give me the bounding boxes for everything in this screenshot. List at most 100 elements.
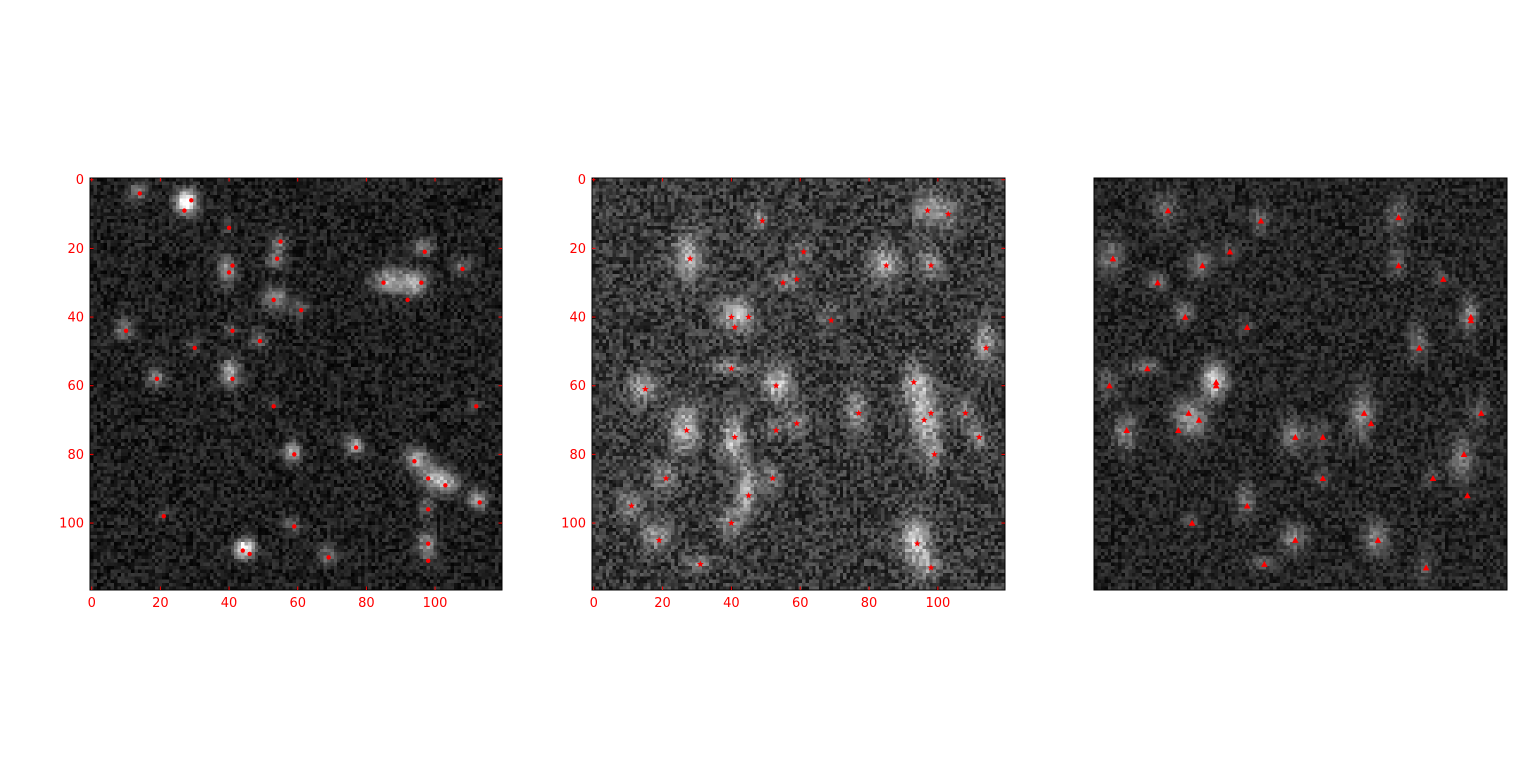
detection-marker xyxy=(1415,344,1423,351)
detection-marker xyxy=(962,409,969,417)
y-tick-label: 20 xyxy=(569,242,586,257)
detection-marker xyxy=(696,560,704,568)
detection-marker xyxy=(425,541,431,546)
detection-marker xyxy=(257,338,263,344)
panel-left: 0 20 40 60 80 100 0 20 40 60 80 100 xyxy=(59,173,503,611)
detection-marker xyxy=(944,210,952,217)
detection-marker xyxy=(1422,564,1430,571)
x-tick-label: 60 xyxy=(792,596,809,611)
detection-marker xyxy=(628,502,635,509)
detection-marker xyxy=(189,198,194,203)
grayscale-image xyxy=(90,178,502,590)
y-tick-label: 0 xyxy=(578,173,586,188)
detection-marker xyxy=(920,416,928,423)
detection-marker xyxy=(326,555,331,560)
detection-marker xyxy=(271,404,276,409)
axes-frame xyxy=(1093,177,1508,591)
detection-marker xyxy=(662,474,670,482)
detection-marker xyxy=(226,270,232,275)
detection-marker xyxy=(758,217,766,224)
x-tick-label: 0 xyxy=(590,596,598,611)
axes-frame xyxy=(89,177,503,591)
detection-marker xyxy=(1360,409,1368,416)
detection-marker xyxy=(769,474,777,482)
detection-marker xyxy=(1181,313,1189,320)
detection-marker xyxy=(1185,409,1192,416)
x-tick-label: 0 xyxy=(88,596,96,611)
detection-marker xyxy=(683,426,691,434)
detection-marker xyxy=(278,239,283,244)
detection-marker xyxy=(1395,262,1402,269)
detection-marker xyxy=(1123,427,1130,433)
detection-marker xyxy=(727,364,735,372)
y-tick-label: 60 xyxy=(569,379,586,394)
detection-marker xyxy=(793,275,801,283)
x-tick-label: 60 xyxy=(289,596,306,611)
detection-marker xyxy=(931,450,938,458)
y-tick-label: 40 xyxy=(569,311,586,326)
detection-marker xyxy=(1467,313,1475,320)
grayscale-image xyxy=(592,178,1005,590)
detection-marker xyxy=(927,261,935,269)
detection-marker xyxy=(727,519,735,526)
detection-marker xyxy=(927,564,935,571)
detection-marker xyxy=(123,328,129,333)
detection-marker xyxy=(655,536,663,544)
detection-marker xyxy=(381,280,386,285)
detection-marker xyxy=(137,191,142,196)
detection-marker xyxy=(1440,275,1447,282)
detection-marker xyxy=(1212,378,1220,385)
detection-marker xyxy=(1195,416,1203,423)
detection-marker xyxy=(1109,255,1117,262)
detection-marker xyxy=(745,491,753,499)
detection-marker xyxy=(422,249,427,255)
y-tick-label: 100 xyxy=(561,517,586,532)
detection-marker xyxy=(1144,365,1151,372)
detection-marker xyxy=(353,445,359,450)
detection-marker xyxy=(425,558,431,564)
detection-marker xyxy=(913,540,921,547)
detection-marker xyxy=(1464,492,1471,499)
detection-marker xyxy=(686,255,694,262)
detection-marker xyxy=(425,476,431,481)
detection-marker xyxy=(405,297,410,303)
x-tick-label: 20 xyxy=(654,596,671,611)
detection-marker xyxy=(982,344,990,351)
x-tick-label: 40 xyxy=(723,596,740,611)
detection-marker xyxy=(1154,279,1161,286)
detection-marker xyxy=(772,382,780,389)
detection-marker xyxy=(271,297,276,303)
x-tick-label: 40 xyxy=(221,596,238,611)
detection-marker xyxy=(1292,536,1299,543)
detection-marker xyxy=(425,507,431,512)
detection-marker xyxy=(827,316,835,324)
detection-marker xyxy=(800,248,808,255)
detection-marker xyxy=(230,263,235,268)
detection-marker xyxy=(1395,214,1402,221)
detection-marker xyxy=(474,404,479,409)
detection-marker xyxy=(1243,502,1251,509)
detection-marker xyxy=(1292,433,1299,440)
detection-marker xyxy=(460,266,465,272)
panel-right xyxy=(1093,177,1508,591)
detection-marker xyxy=(1188,519,1196,526)
detection-marker xyxy=(1164,207,1172,214)
detection-marker xyxy=(927,409,935,417)
detection-marker xyxy=(419,280,424,285)
detection-marker xyxy=(1106,382,1113,389)
y-tick-label: 0 xyxy=(76,173,84,188)
x-tick-label: 20 xyxy=(152,596,169,611)
detection-marker xyxy=(641,385,649,393)
detection-marker xyxy=(247,551,252,557)
detection-marker xyxy=(154,376,160,382)
y-tick-label: 100 xyxy=(59,517,84,532)
detection-marker xyxy=(1319,433,1327,440)
detection-marker xyxy=(772,426,780,434)
detection-marker xyxy=(182,208,187,213)
detection-marker xyxy=(292,452,297,457)
detection-marker xyxy=(240,548,245,553)
axes-frame xyxy=(591,177,1006,591)
detection-marker xyxy=(1243,324,1251,330)
detection-marker xyxy=(779,279,787,286)
